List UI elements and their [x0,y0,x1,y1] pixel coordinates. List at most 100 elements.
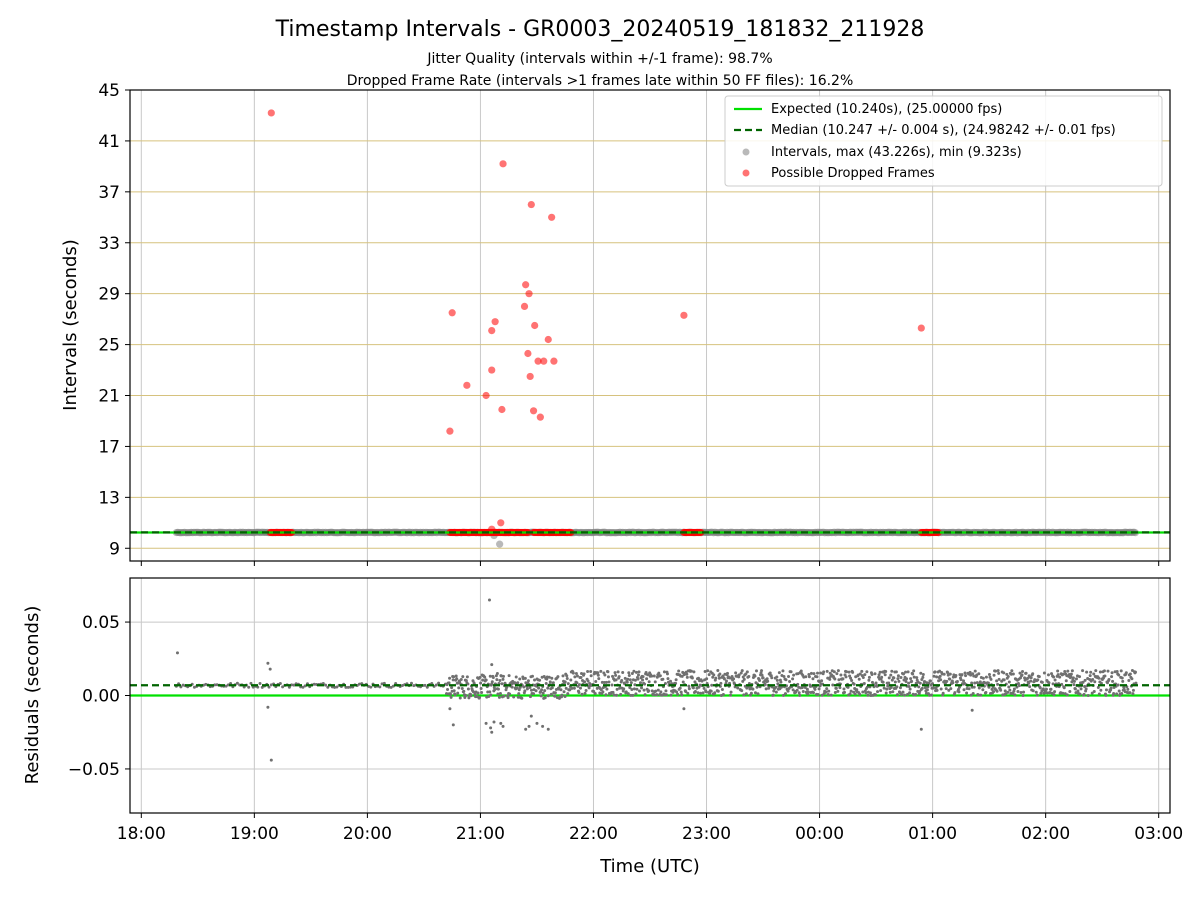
residual-point [647,680,651,684]
residual-point [566,692,570,696]
residual-point [553,691,557,695]
residual-point [899,692,903,696]
residual-point [312,682,316,686]
residual-point [497,695,501,699]
residual-point [490,730,494,734]
residual-point [251,685,255,689]
residual-point [636,673,640,677]
residual-point [783,692,787,696]
residual-point [346,685,350,689]
residual-point [574,672,578,676]
residuals-plot: −0.05 0.00 0.05 18:00 19:00 20:00 21:00 22:00 2… [22,577,1183,877]
residual-point [986,681,990,685]
residual-point [968,670,972,674]
residual-point [861,690,865,694]
residual-point [490,680,494,684]
residual-point [489,726,493,730]
residual-point [888,690,892,694]
residual-point [627,671,631,675]
residual-point [763,682,767,686]
residual-point [822,670,826,674]
residual-point [498,692,502,696]
residual-point [498,679,502,683]
residual-point [335,685,339,689]
residual-point [528,695,532,699]
residual-point [607,680,611,684]
residual-point [987,672,991,676]
residual-point [1036,678,1040,682]
residual-point [812,672,816,676]
residual-point [1070,669,1074,673]
residual-point [493,688,497,692]
residual-point [777,671,781,675]
residual-point [1099,688,1103,692]
residual-point [895,693,899,697]
residual-point [832,670,836,674]
residual-point [484,678,488,682]
residual-point [464,679,468,683]
residual-point [1130,677,1134,681]
residual-point [495,671,499,675]
residual-point [684,690,688,694]
residual-point [1121,679,1125,683]
residual-point [779,680,783,684]
residual-point [1074,677,1078,681]
residual-point [524,727,528,731]
residual-point [643,682,647,686]
residual-point [1068,690,1072,694]
residual-point [820,693,824,697]
residual-point [680,674,684,678]
residual-point [889,673,893,677]
residual-point [652,693,656,697]
residual-point [464,694,468,698]
residual-point [1010,669,1014,673]
dropped-frame-point [526,372,534,381]
residual-point [566,682,570,686]
residual-point [1051,682,1055,686]
legend-median-label: Median (10.247 +/- 0.004 s), (24.98242 +… [771,123,1116,138]
dropped-frame-point [540,357,548,365]
residual-point [589,670,593,674]
residual-point [260,685,264,689]
residual-point [708,691,712,695]
residual-point [488,674,492,678]
residual-point [562,690,566,694]
residual-point [811,677,815,681]
residual-point [1117,673,1121,677]
residual-point [774,685,778,689]
dropped-frame-point [499,160,507,168]
residual-point [895,685,899,689]
residual-point [452,675,456,679]
residual-point [1052,675,1056,679]
residual-point [510,685,514,689]
intervals-y-ticks: 9 13 17 21 25 29 33 37 41 45 [98,81,130,559]
residual-point [954,673,958,677]
residual-point [481,678,485,682]
residual-point [765,677,769,681]
residual-point [592,689,596,693]
residual-point [539,694,543,698]
dropped-frame-point [917,324,925,332]
residual-point [495,678,499,682]
residual-point [791,677,795,681]
residual-point [412,684,416,688]
residual-point [604,680,608,684]
residual-point [652,674,656,678]
residual-point [269,683,273,687]
residual-point [634,670,638,674]
dropped-frame-point [520,302,529,311]
legend-box [724,95,1163,187]
residual-point [826,693,830,697]
residual-point [1050,672,1054,676]
x-tick-label: 01:00 [908,824,957,844]
residual-point [907,681,911,685]
residual-point [892,676,896,680]
residual-point [1053,678,1057,682]
residual-point [828,677,832,681]
residual-point [537,686,541,690]
residual-point [586,679,590,683]
residual-point [932,686,936,690]
residual-point [1040,680,1044,684]
residual-point [479,681,483,685]
